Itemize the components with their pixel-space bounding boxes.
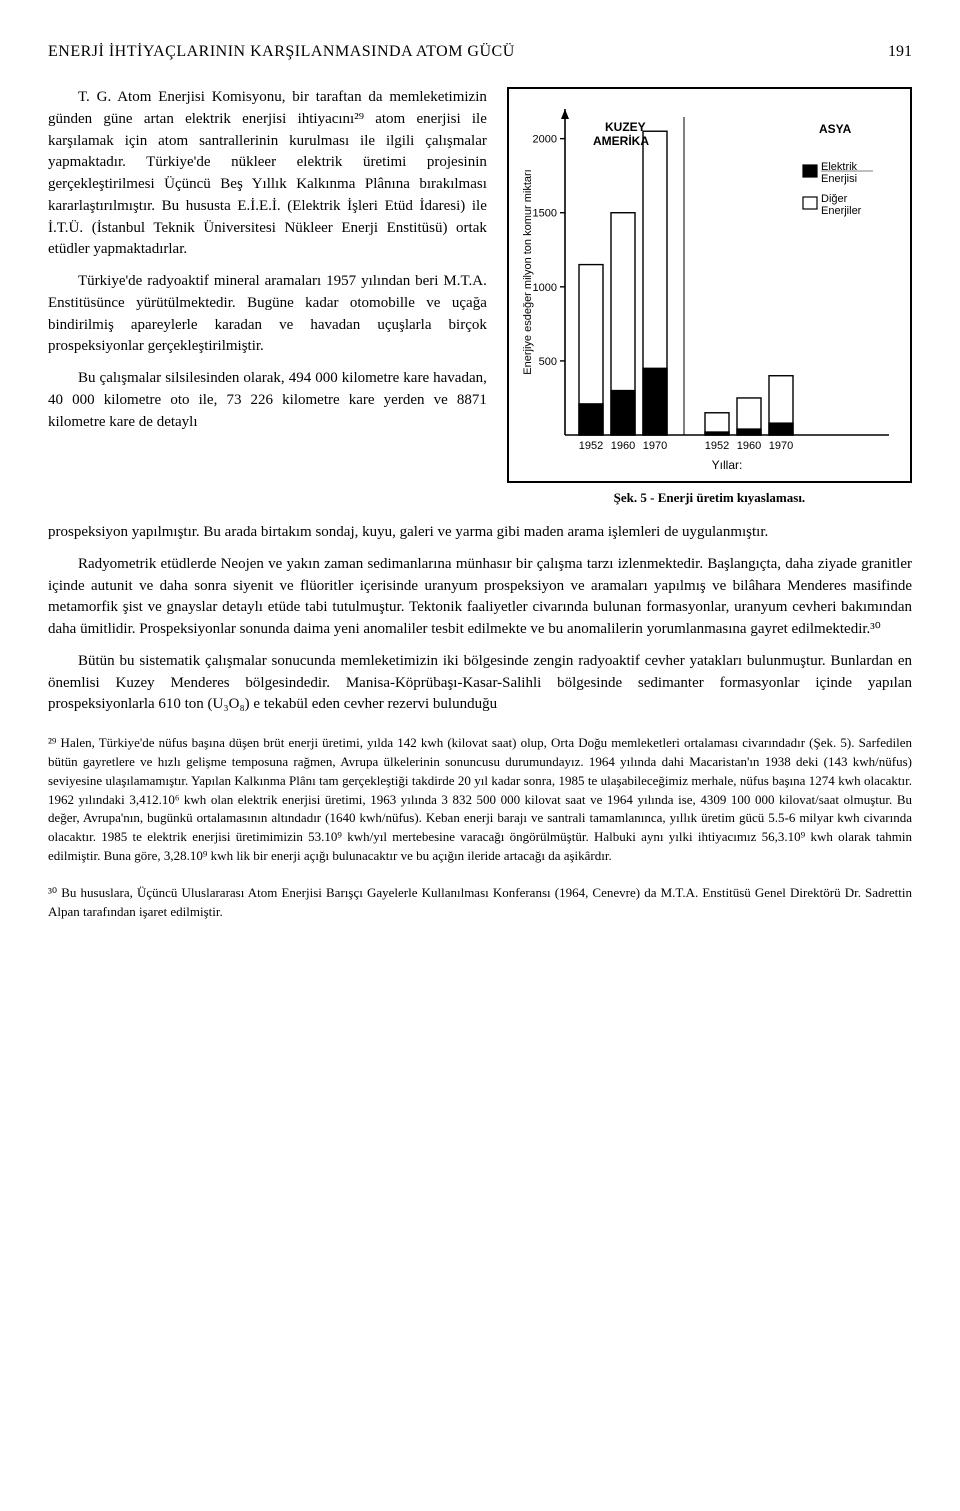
page-title: ENERJİ İHTİYAÇLARININ KARŞILANMASINDA AT… (48, 40, 515, 63)
svg-text:1970: 1970 (643, 440, 667, 452)
energy-chart: 500 1000 1500 2000 Enerjiye esdeğer milyon t… (517, 97, 897, 477)
svg-text:500: 500 (539, 356, 557, 368)
svg-text:AMERİKA: AMERİKA (593, 133, 649, 148)
svg-text:Enerjisi: Enerjisi (821, 173, 857, 185)
paragraph-5: Bütün bu sistematik çalışmalar sonucunda… (48, 651, 912, 716)
svg-text:1952: 1952 (579, 440, 603, 452)
figure-column: 500 1000 1500 2000 Enerjiye esdeğer milyon t… (507, 87, 912, 508)
two-column-layout: T. G. Atom Enerjisi Komisyonu, bir taraf… (48, 87, 912, 508)
chart-frame: 500 1000 1500 2000 Enerjiye esdeğer milyon t… (507, 87, 912, 483)
svg-text:1960: 1960 (737, 440, 761, 452)
svg-text:Diğer: Diğer (821, 193, 848, 205)
footnote-30: ³⁰ Bu hususlara, Üçüncü Uluslararası Ato… (48, 884, 912, 922)
paragraph-4: Radyometrik etüdlerde Neojen ve yakın za… (48, 554, 912, 641)
svg-text:Yıllar:: Yıllar: (712, 458, 743, 472)
paragraph-3b: prospeksiyon yapılmıştır. Bu arada birta… (48, 522, 912, 544)
chart-caption: Şek. 5 - Enerji üretim kıyaslaması. (507, 489, 912, 508)
svg-text:1500: 1500 (532, 208, 556, 220)
svg-text:Enerjiler: Enerjiler (821, 205, 862, 217)
svg-text:ASYA: ASYA (819, 122, 852, 136)
svg-text:1960: 1960 (611, 440, 635, 452)
paragraph-3a: Bu çalışmalar silsilesinden olarak, 494 … (48, 368, 487, 433)
svg-text:1000: 1000 (532, 282, 556, 294)
paragraph-1: T. G. Atom Enerjisi Komisyonu, bir taraf… (48, 87, 487, 261)
svg-text:1970: 1970 (769, 440, 793, 452)
text-column: T. G. Atom Enerjisi Komisyonu, bir taraf… (48, 87, 487, 508)
svg-text:KUZEY: KUZEY (605, 120, 646, 134)
paragraph-2: Türkiye'de radyoaktif mineral aramaları … (48, 271, 487, 358)
page-number: 191 (888, 40, 912, 63)
svg-text:1952: 1952 (705, 440, 729, 452)
svg-text:Enerjiye esdeğer milyon ton ko: Enerjiye esdeğer milyon ton komur miktar… (522, 169, 534, 374)
footnote-29: ²⁹ Halen, Türkiye'de nüfus başına düşen … (48, 734, 912, 866)
svg-text:2000: 2000 (532, 134, 556, 146)
page-header: ENERJİ İHTİYAÇLARININ KARŞILANMASINDA AT… (48, 40, 912, 63)
